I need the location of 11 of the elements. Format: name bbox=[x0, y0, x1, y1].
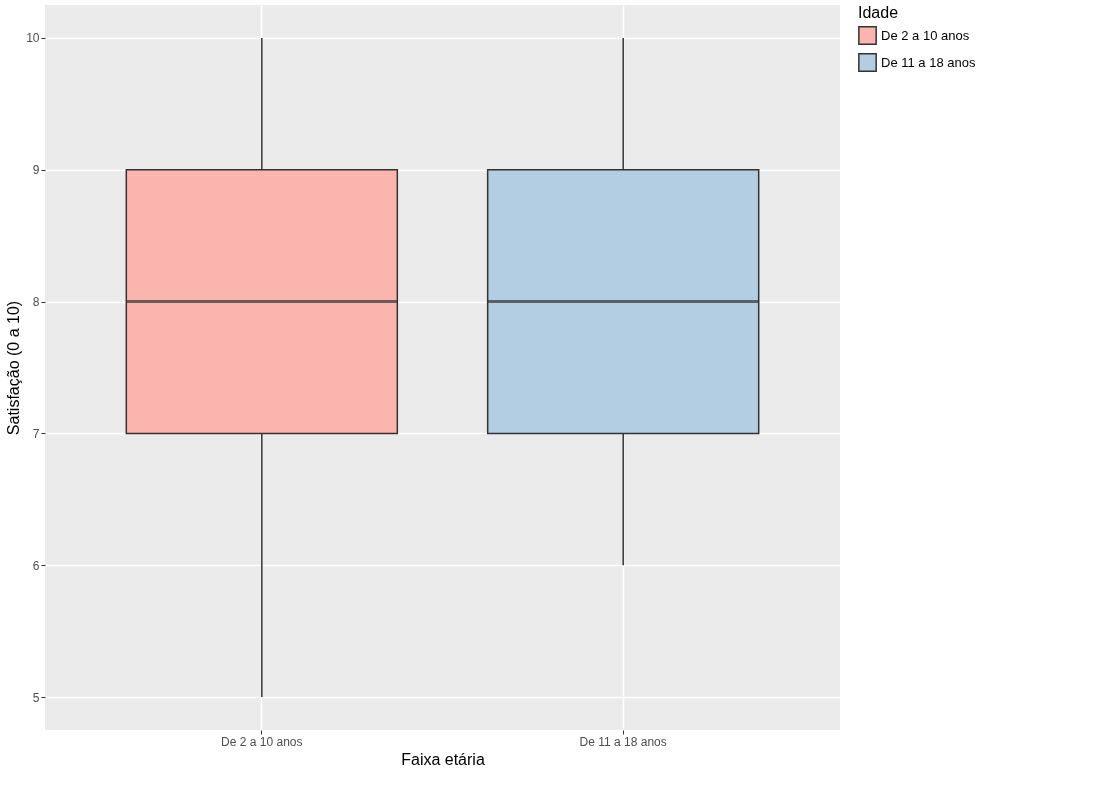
y-tick-label: 10 bbox=[26, 31, 40, 46]
y-axis-title: Satisfação (0 a 10) bbox=[5, 300, 23, 436]
legend-label: De 11 a 18 anos bbox=[881, 54, 976, 70]
x-axis-title: Faixa etária bbox=[401, 750, 485, 768]
legend-label: De 2 a 10 anos bbox=[881, 27, 970, 43]
y-tick-label: 5 bbox=[32, 690, 40, 705]
legend-title: Idade bbox=[858, 4, 899, 21]
y-tick-label: 9 bbox=[32, 163, 40, 178]
y-tick-label: 8 bbox=[32, 295, 40, 310]
y-tick-label: 6 bbox=[32, 558, 40, 573]
y-tick-label: 7 bbox=[32, 426, 40, 441]
